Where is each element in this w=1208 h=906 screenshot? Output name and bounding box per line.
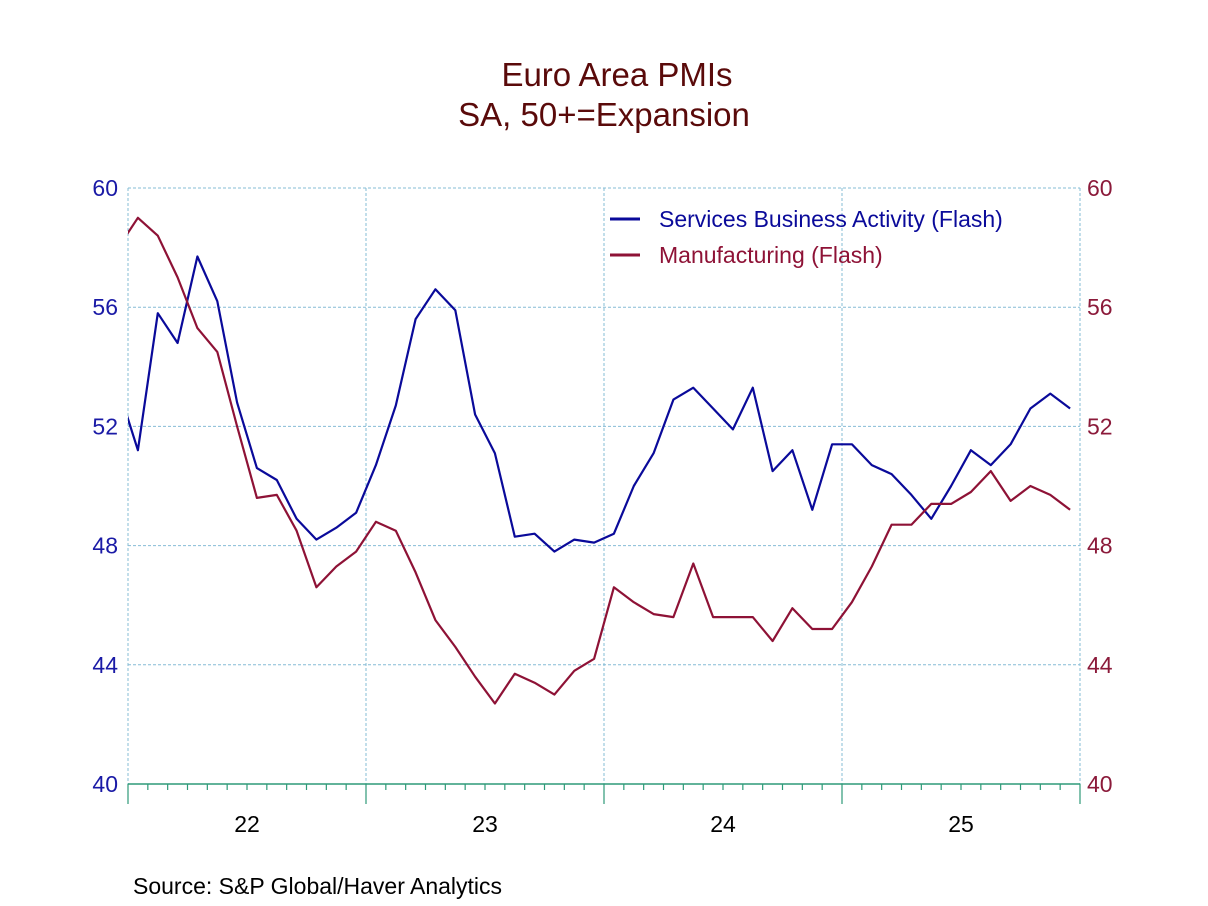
x-tick-label: 24	[710, 811, 736, 837]
y-right-tick-label: 48	[1087, 533, 1113, 559]
legend: Services Business Activity (Flash) Manuf…	[610, 206, 1003, 268]
y-left-tick-label: 56	[92, 294, 118, 320]
x-tick-label: 23	[472, 811, 498, 837]
services-line	[128, 255, 1071, 553]
y-left-tick-label: 48	[92, 533, 118, 559]
x-tick-label: 25	[948, 811, 974, 837]
y-left-tick-label: 44	[92, 652, 118, 678]
legend-label-manufacturing: Manufacturing (Flash)	[659, 242, 883, 268]
legend-label-services: Services Business Activity (Flash)	[659, 206, 1003, 232]
y-left-tick-label: 40	[92, 771, 118, 797]
manufacturing-line	[128, 216, 1071, 705]
y-right-tick-label: 44	[1087, 652, 1113, 678]
x-tick-label: 22	[234, 811, 260, 837]
chart-title: Euro Area PMIs	[501, 56, 732, 93]
y-left-tick-label: 52	[92, 413, 118, 439]
y-right-tick-label: 52	[1087, 413, 1113, 439]
axes: 40 44 48 52 56 60 40 44 48 52 56 60 22 23 24 25	[92, 175, 1112, 837]
y-right-tick-label: 60	[1087, 175, 1113, 201]
y-left-tick-label: 60	[92, 175, 118, 201]
y-right-tick-label: 40	[1087, 771, 1113, 797]
y-right-tick-label: 56	[1087, 294, 1113, 320]
gridlines	[127, 187, 1081, 784]
source-note: Source: S&P Global/Haver Analytics	[133, 873, 502, 899]
series-lines	[128, 216, 1071, 705]
chart-subtitle: SA, 50+=Expansion	[458, 96, 750, 133]
